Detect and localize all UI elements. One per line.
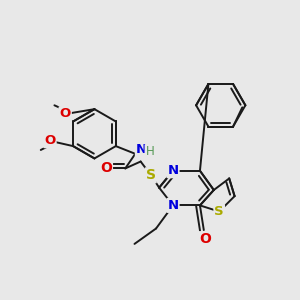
Text: S: S bbox=[146, 168, 156, 182]
Text: O: O bbox=[44, 134, 56, 147]
Text: O: O bbox=[60, 107, 71, 120]
Text: O: O bbox=[100, 161, 112, 176]
Text: S: S bbox=[214, 205, 224, 218]
Text: O: O bbox=[200, 232, 211, 246]
Text: N: N bbox=[167, 164, 178, 177]
Text: N: N bbox=[167, 199, 178, 212]
Text: N: N bbox=[136, 143, 147, 157]
Text: H: H bbox=[146, 145, 154, 158]
